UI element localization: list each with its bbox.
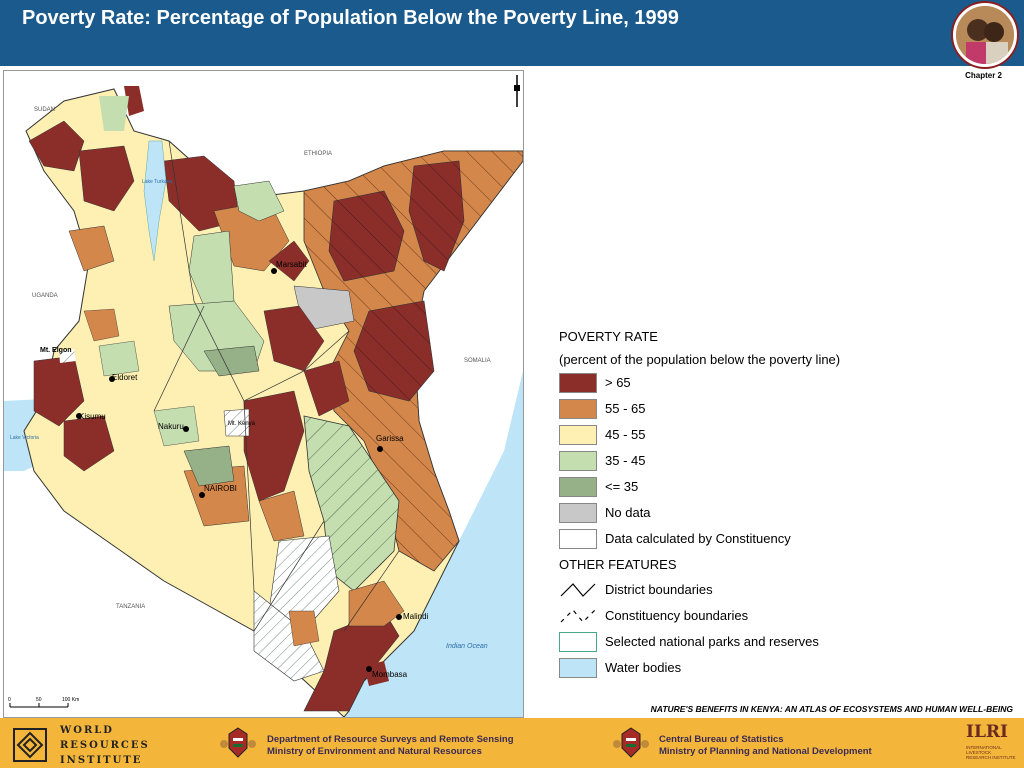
scale-bar: 0 50 100 Km xyxy=(8,697,79,708)
wri-logo-icon xyxy=(13,728,47,762)
indian-ocean xyxy=(344,371,523,717)
title-bar: Poverty Rate: Percentage of Population B… xyxy=(0,0,1024,67)
atlas-title: NATURE'S BENEFITS IN KENYA: AN ATLAS OF … xyxy=(650,704,1013,714)
chapter-label: Chapter 2 xyxy=(965,71,1002,80)
label-marsabit: Marsabit xyxy=(276,260,307,269)
dept-central-bureau: Central Bureau of Statistics Ministry of… xyxy=(659,734,872,757)
label-kisumu: Kisumu xyxy=(79,412,106,421)
legend-title: POVERTY RATE xyxy=(559,329,658,344)
children-photo xyxy=(953,3,1017,67)
label-malindi: Malindi xyxy=(403,612,429,621)
swatch-55-65 xyxy=(559,399,597,419)
label-tanzania: TANZANIA xyxy=(116,604,145,610)
label-mombasa: Mombasa xyxy=(372,670,408,679)
park-outline-icon xyxy=(559,632,597,652)
swatch-35-45 xyxy=(559,451,597,471)
label-uganda: UGANDA xyxy=(32,293,58,299)
kenya-coat-of-arms-icon xyxy=(613,727,649,758)
label-somalia: SOMALIA xyxy=(464,358,491,364)
legend-subtitle: (percent of the population below the pov… xyxy=(559,352,841,367)
wri-name: WORLD RESOURCES INSTITUTE xyxy=(60,725,150,766)
swatch-45-55 xyxy=(559,425,597,445)
swatch-gt65 xyxy=(559,373,597,393)
label-indian-ocean: Indian Ocean xyxy=(446,643,488,650)
label-nakuru: Nakuru xyxy=(158,422,184,431)
kenya-poverty-map: SUDAN ETHIOPIA UGANDA SOMALIA TANZANIA L… xyxy=(3,70,524,718)
dashed-line-icon xyxy=(560,609,596,623)
label-mt-elgon: Mt. Elgon xyxy=(40,347,72,354)
swatch-constituency xyxy=(559,529,597,549)
page-title: Poverty Rate: Percentage of Population B… xyxy=(22,7,679,29)
label-nairobi: NAIROBI xyxy=(204,484,237,493)
other-features-title: OTHER FEATURES xyxy=(559,557,677,572)
dept-resource-surveys: Department of Resource Surveys and Remot… xyxy=(267,734,514,757)
label-lake-turkana: Lake Turkana xyxy=(142,179,173,185)
label-ethiopia: ETHIOPIA xyxy=(304,151,332,157)
sponsor-bar xyxy=(0,718,1024,768)
ilri-subtitle: INTERNATIONAL LIVESTOCK RESEARCH INSTITU… xyxy=(966,745,1016,760)
swatch-nodata xyxy=(559,503,597,523)
solid-line-icon xyxy=(560,583,596,597)
label-lake-victoria: Lake Victoria xyxy=(10,435,39,441)
ilri-logo: ILRI xyxy=(966,722,1008,742)
north-arrow-icon xyxy=(514,75,520,107)
water-icon xyxy=(559,658,597,678)
swatch-le35 xyxy=(559,477,597,497)
svg-text:50: 50 xyxy=(36,697,42,703)
svg-text:0: 0 xyxy=(8,697,11,703)
svg-text:100 Km: 100 Km xyxy=(62,697,79,703)
label-eldoret: Eldoret xyxy=(112,373,138,382)
label-sudan: SUDAN xyxy=(34,107,55,113)
kenya-coat-of-arms-icon xyxy=(220,727,256,758)
label-garissa: Garissa xyxy=(376,434,404,443)
label-mt-kenya: Mt. Kenya xyxy=(228,421,256,427)
lake-turkana xyxy=(143,140,167,262)
